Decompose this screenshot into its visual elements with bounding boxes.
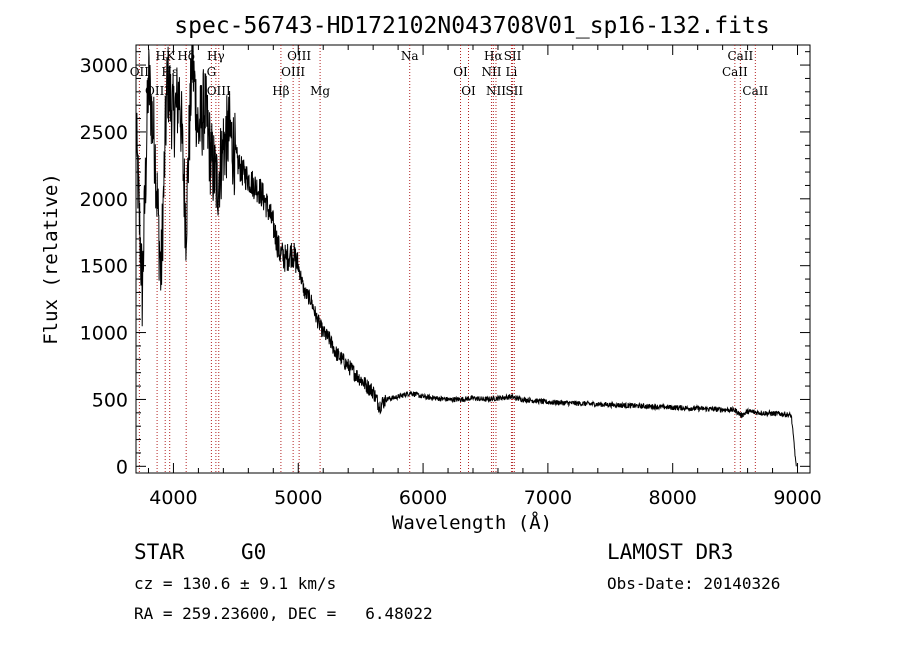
spectral-line-markers xyxy=(138,45,756,473)
spectral-line-label: CaII xyxy=(722,65,748,79)
spectral-line-label: OIII xyxy=(281,65,305,79)
x-tick-label: 6000 xyxy=(399,487,447,509)
x-tick-label: 8000 xyxy=(649,487,697,509)
spectral-line-label: Hβ xyxy=(272,84,289,98)
y-tick-label: 2500 xyxy=(80,122,128,144)
spectral-line-label: OIII xyxy=(145,84,169,98)
spectral-line-label: NII xyxy=(481,65,501,79)
redshift-cz: cz = 130.6 ± 9.1 km/s xyxy=(134,574,336,593)
spectral-line-label: Mg xyxy=(310,84,330,98)
spectral-line-label: CaII xyxy=(742,84,768,98)
spectral-line-label: Hγ xyxy=(207,49,225,63)
y-axis-label: Flux (relative) xyxy=(40,173,62,345)
object-class: STAR xyxy=(134,540,185,564)
x-axis-label: Wavelength (Å) xyxy=(392,511,552,534)
spectral-line-label: SII xyxy=(504,49,522,63)
object-subclass: G0 xyxy=(241,540,266,564)
y-tick-label: 3000 xyxy=(80,55,128,77)
survey-name: LAMOST DR3 xyxy=(607,540,733,564)
y-tick-label: 1000 xyxy=(80,323,128,345)
x-tick-label: 7000 xyxy=(524,487,572,509)
spectral-line-label: OIII xyxy=(207,84,231,98)
y-tick-label: 1500 xyxy=(80,256,128,278)
spectral-line-label: G xyxy=(207,65,217,79)
spectral-line-label: OIII xyxy=(287,49,311,63)
spectral-line-label: OI xyxy=(453,65,468,79)
y-tick-label: 500 xyxy=(92,389,128,411)
observation-date: Obs-Date: 20140326 xyxy=(607,574,780,593)
spectral-line-label: HK xyxy=(155,49,175,63)
x-tick-label: 9000 xyxy=(773,487,821,509)
spectral-line-label: SII xyxy=(505,84,523,98)
coordinates: RA = 259.23600, DEC = 6.48022 xyxy=(134,604,433,623)
x-tick-label: 5000 xyxy=(274,487,322,509)
spectrum-series-line xyxy=(135,44,797,467)
chart-title: spec-56743-HD172102N043708V01_sp16-132.f… xyxy=(174,13,769,39)
spectral-line-label: Hα xyxy=(484,49,503,63)
spectral-line-label: OII xyxy=(130,65,150,79)
y-tick-label: 2000 xyxy=(80,189,128,211)
x-tick-label: 4000 xyxy=(149,487,197,509)
spectral-line-label: CaII xyxy=(727,49,753,63)
axis-ticks: 4000 5000 6000 7000 8000 9000 0 500 1000 1500 2000… xyxy=(80,45,822,509)
y-tick-label: 0 xyxy=(116,456,128,478)
spectral-line-labels: HKOIIOIIIHδHεOIIIHγGHβOIIIOIIIMgNaOIOIHα… xyxy=(130,49,769,98)
spectral-line-label: NII xyxy=(486,84,506,98)
spectral-line-label: OI xyxy=(461,84,476,98)
spectral-line-label: Na xyxy=(401,49,419,63)
spectral-line-label: Li xyxy=(506,65,518,79)
